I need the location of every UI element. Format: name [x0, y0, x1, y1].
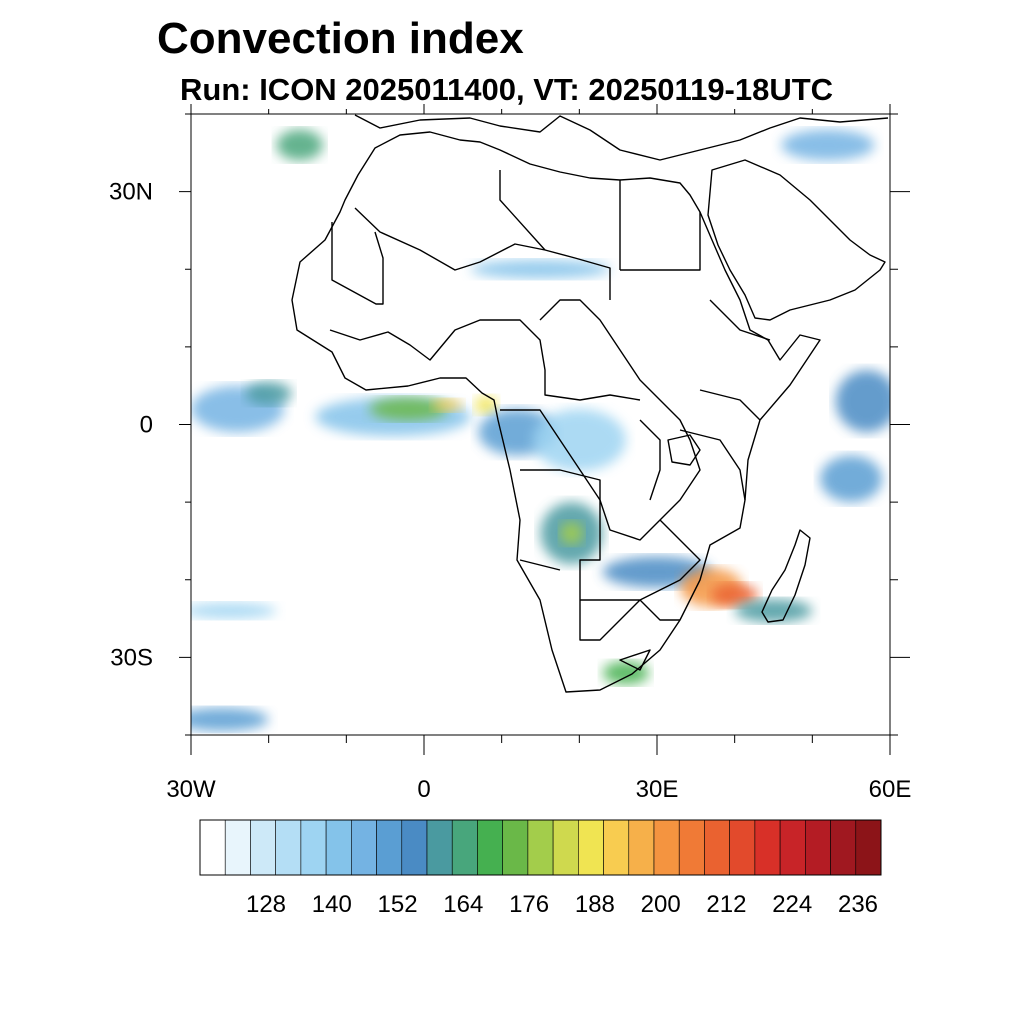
colorbar-swatch: [502, 819, 529, 876]
axis-ticks: [179, 104, 910, 755]
colorbar-swatch: [300, 819, 327, 876]
field-blob-4: [431, 398, 463, 412]
field-blob-19: [276, 129, 324, 161]
colorbar-swatch: [578, 819, 604, 876]
europe-coastline: [354, 114, 889, 161]
colorbar-swatch: [653, 819, 680, 876]
colorbar: 128 140 152 164 176 188 200 212 224 236: [199, 819, 882, 918]
lon-label: 0: [417, 776, 430, 803]
field-blob-17: [470, 259, 611, 279]
border-sahel: [354, 207, 611, 300]
colorbar-swatch: [451, 819, 478, 876]
colorbar-swatch: [250, 819, 276, 876]
chart-title: Convection index: [157, 14, 524, 63]
colorbar-swatch: [779, 819, 806, 876]
field-blob-15: [835, 370, 890, 433]
colorbar-swatch: [351, 819, 377, 876]
lat-label: 30N: [109, 179, 153, 206]
lon-label: 30E: [636, 776, 679, 803]
border-west-africa: [329, 319, 641, 401]
colorbar-label: 200: [641, 891, 681, 918]
colorbar-swatch: [704, 819, 730, 876]
colorbar-swatch: [426, 819, 453, 876]
colorbar-swatch: [552, 819, 579, 876]
colorbar-swatch: [628, 819, 655, 876]
colorbar-swatch: [603, 819, 630, 876]
colorbar-swatch: [376, 819, 403, 876]
lon-label: 30W: [166, 776, 216, 803]
madagascar-coastline: [761, 529, 811, 623]
colorbar-swatch: [477, 819, 503, 876]
border-mauritania: [331, 222, 384, 305]
colorbar-label: 224: [772, 891, 812, 918]
africa-coastline: [291, 131, 821, 693]
colorbar-swatch: [754, 819, 781, 876]
border-libya-egypt: [499, 170, 701, 271]
field-blob-7: [532, 408, 626, 472]
colorbar-swatch: [527, 819, 554, 876]
field-blob-12: [711, 583, 758, 607]
colorbar-swatch: [325, 819, 352, 876]
colorbar-swatch: [855, 819, 882, 876]
field-blob-1: [245, 381, 292, 406]
field-blob-18: [781, 129, 875, 161]
colorbar-swatch: [729, 819, 756, 876]
convection-field: [191, 129, 890, 732]
arabia-coastline: [707, 159, 886, 321]
border-lake-victoria: [667, 434, 701, 466]
colorbar-label: 212: [706, 891, 746, 918]
colorbar-swatch: [805, 819, 831, 876]
colorbar-swatch: [275, 819, 302, 876]
colorbar-label: 140: [312, 891, 352, 918]
colorbar-label: 188: [575, 891, 615, 918]
chart-subtitle: Run: ICON 2025011400, VT: 20250119-18UTC: [180, 72, 834, 107]
colorbar-swatch: [401, 819, 428, 876]
colorbar-label: 176: [509, 891, 549, 918]
colorbar-label: 152: [378, 891, 418, 918]
colorbar-label: 164: [443, 891, 483, 918]
field-blob-9: [559, 521, 584, 545]
border-east-africa: [639, 299, 771, 501]
field-blob-3: [369, 397, 448, 421]
colorbar-swatch: [224, 819, 251, 876]
border-southern: [519, 469, 701, 671]
lat-label: 30S: [110, 644, 153, 671]
field-blob-20: [191, 603, 277, 619]
axis-tick-labels: 30N 0 30S 30W 0 30E 60E: [109, 179, 911, 803]
field-blob-5: [474, 395, 498, 415]
coastlines-borders: [291, 114, 889, 693]
field-blob-13: [734, 599, 813, 623]
colorbar-swatch: [830, 819, 857, 876]
lat-label: 0: [140, 412, 153, 439]
colorbar-label: 128: [246, 891, 286, 918]
colorbar-label: 236: [838, 891, 878, 918]
field-blob-16: [820, 455, 883, 503]
field-blob-21: [191, 707, 269, 732]
colorbar-frame: [199, 819, 882, 876]
field-blob-14: [602, 661, 650, 685]
border-central: [500, 299, 701, 541]
lon-label: 60E: [869, 776, 912, 803]
colorbar-swatch: [678, 819, 705, 876]
colorbar-swatch: [199, 819, 226, 876]
